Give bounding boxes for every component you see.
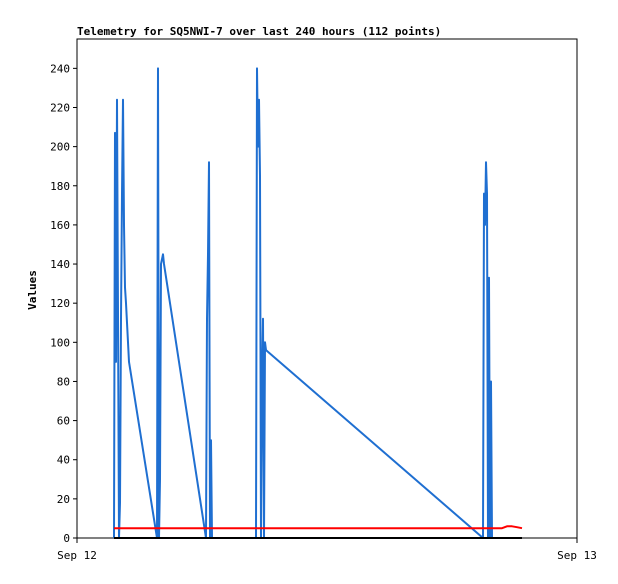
y-tick-label: 0	[63, 532, 70, 545]
series-layer	[113, 67, 523, 539]
x-tick-label: Sep 12	[57, 549, 97, 562]
y-axis-title: Values	[26, 270, 39, 310]
x-tick-label: Sep 13	[557, 549, 597, 562]
y-tick-label: 240	[50, 62, 70, 75]
y-tick-label: 200	[50, 141, 70, 154]
x-axis: Sep 12 Sep 13	[57, 538, 597, 562]
y-tick-label: 40	[57, 454, 70, 467]
y-tick-label: 180	[50, 180, 70, 193]
y-tick-label: 160	[50, 219, 70, 232]
y-tick-label: 80	[57, 375, 70, 388]
y-tick-label: 140	[50, 258, 70, 271]
series-line-0	[113, 67, 493, 539]
y-tick-label: 100	[50, 336, 70, 349]
plot-area-frame	[76, 38, 578, 539]
y-axis: 0 20 40 60 80 100 120 140 160 180 200 220 240	[50, 62, 77, 545]
y-tick-label: 120	[50, 297, 70, 310]
y-tick-label: 220	[50, 101, 70, 114]
chart-title: Telemetry for SQ5NWI-7 over last 240 hou…	[77, 25, 441, 38]
y-tick-label: 60	[57, 415, 70, 428]
y-tick-label: 20	[57, 493, 70, 506]
series-line-1	[114, 525, 523, 530]
